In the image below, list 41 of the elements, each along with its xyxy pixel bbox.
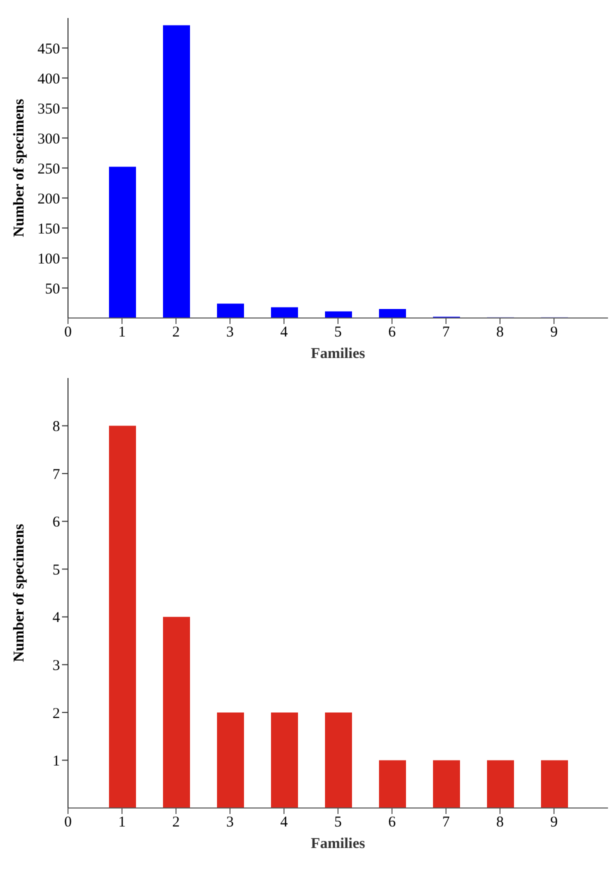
x-tick-label: 9 — [550, 324, 558, 341]
y-tick-label: 8 — [52, 419, 60, 436]
x-tick-label: 3 — [226, 814, 234, 831]
x-tick-label: 8 — [496, 814, 504, 831]
x-tick-label: 6 — [388, 324, 396, 341]
y-tick-label: 350 — [38, 101, 60, 118]
y-tick-label: 3 — [52, 658, 60, 674]
y-tick-label: 200 — [38, 191, 60, 208]
x-tick-label: 5 — [334, 814, 342, 831]
y-tick-label: 2 — [52, 706, 60, 722]
y-tick-label: 100 — [38, 251, 60, 268]
y-tick-label: 250 — [38, 161, 60, 178]
y-tick-label: 6 — [52, 514, 60, 531]
x-tick-label: 4 — [280, 324, 288, 341]
x-tick-label: 6 — [388, 814, 396, 831]
y-tick-label: 150 — [38, 221, 60, 238]
y-tick-label: 7 — [52, 466, 60, 483]
x-tick-label: 0 — [64, 814, 72, 831]
x-tick-label: 9 — [550, 814, 558, 831]
x-tick-label: 7 — [442, 814, 450, 831]
x-tick-label: 3 — [226, 324, 234, 341]
x-tick-label: 8 — [496, 324, 504, 341]
y-axis-title: Number of specimens — [11, 524, 28, 662]
x-tick-label: 5 — [334, 324, 342, 341]
y-tick-label: 300 — [38, 131, 60, 148]
x-tick-label: 1 — [118, 814, 126, 831]
x-tick-label: 2 — [172, 324, 180, 341]
x-tick-label: 0 — [64, 324, 72, 341]
y-tick-label: 4 — [52, 610, 60, 626]
y-tick-label: 5 — [52, 562, 60, 578]
x-axis-title: Families — [310, 836, 366, 852]
y-axis-title: Number of specimens — [11, 98, 28, 238]
x-tick-label: 4 — [280, 814, 288, 831]
y-tick-label: 450 — [38, 41, 60, 58]
x-axis-title: Families — [310, 346, 366, 362]
y-tick-label: 400 — [38, 71, 60, 88]
x-tick-label: 7 — [442, 324, 450, 341]
y-tick-label: 50 — [45, 281, 60, 298]
x-tick-label: 1 — [118, 324, 126, 341]
x-tick-label: 2 — [172, 814, 180, 831]
y-tick-label: 1 — [52, 754, 60, 770]
